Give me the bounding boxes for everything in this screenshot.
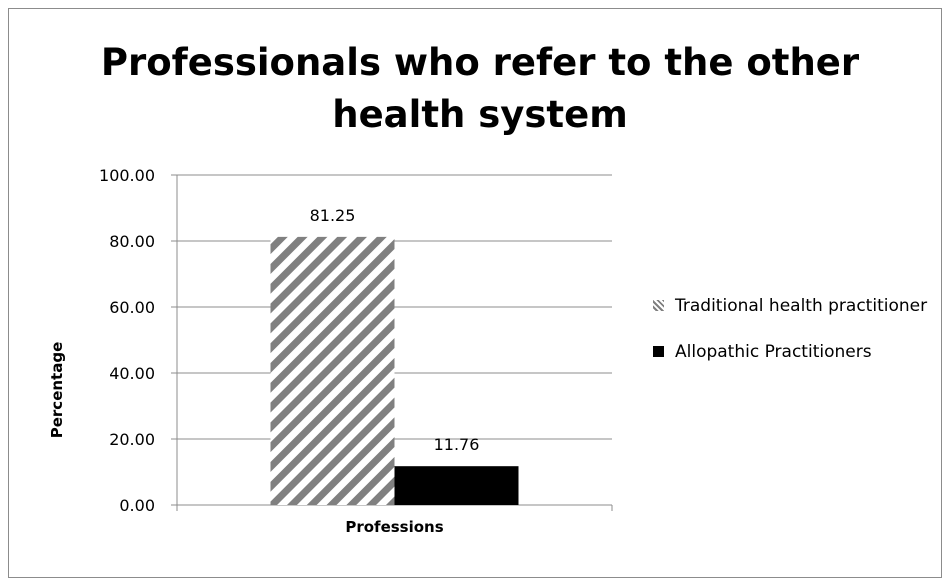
bar-allopathic-practitioners <box>394 466 519 505</box>
data-label-allopathic: 11.76 <box>434 435 480 454</box>
y-tick-label: 60.00 <box>109 298 155 317</box>
y-axis-title: Percentage <box>48 342 66 439</box>
y-tick-label: 20.00 <box>109 430 155 449</box>
y-axis-ticks: 0.00 20.00 40.00 60.00 80.00 100.00 <box>99 166 155 515</box>
y-tick-label: 100.00 <box>99 166 155 185</box>
x-axis-title: Professions <box>345 518 443 536</box>
chart-title: Professionals who refer to the other hea… <box>100 41 860 136</box>
legend-label-allopathic: Allopathic Practitioners <box>675 342 872 362</box>
y-tick-label: 0.00 <box>119 496 155 515</box>
bar-traditional-health-practitioner <box>270 236 395 505</box>
y-tick-label: 80.00 <box>109 232 155 251</box>
legend: Traditional health practitioner Allopath… <box>651 291 941 367</box>
data-label-traditional: 81.25 <box>310 206 356 225</box>
legend-label-traditional: Traditional health practitioner <box>675 296 928 316</box>
bars <box>270 236 519 505</box>
data-labels: 81.25 11.76 <box>310 206 480 454</box>
legend-item-traditional: Traditional health practitioner <box>651 291 941 321</box>
legend-item-allopathic: Allopathic Practitioners <box>651 337 941 367</box>
legend-swatch-traditional <box>653 300 664 311</box>
legend-swatch-allopathic <box>653 346 664 357</box>
y-tick-label: 40.00 <box>109 364 155 383</box>
